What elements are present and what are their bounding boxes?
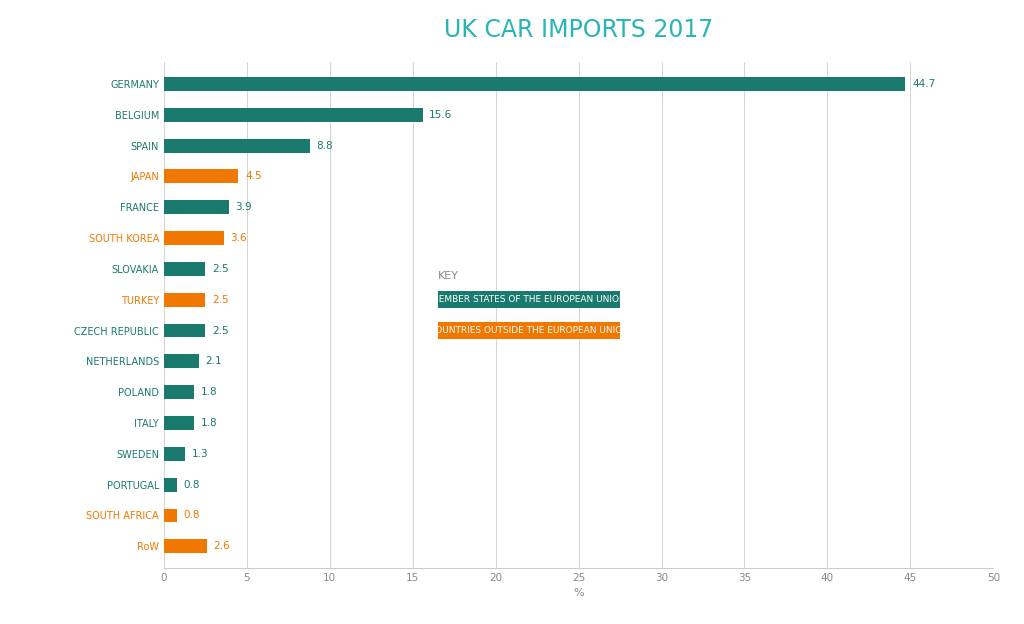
Text: MEMBER STATES OF THE EUROPEAN UNION: MEMBER STATES OF THE EUROPEAN UNION [431,295,626,305]
Text: KEY: KEY [437,271,459,281]
Bar [164,200,228,214]
Bar [164,478,177,492]
Text: 3.9: 3.9 [236,202,252,212]
Bar [164,108,423,122]
Bar [164,509,177,522]
Bar [164,231,223,245]
Text: 15.6: 15.6 [429,110,453,120]
Bar [164,77,905,91]
X-axis label: %: % [573,588,584,598]
Bar [164,385,194,399]
Text: 1.3: 1.3 [193,449,209,459]
Text: 44.7: 44.7 [912,79,935,89]
Text: 2.5: 2.5 [212,264,228,274]
Text: 2.5: 2.5 [212,295,228,305]
Text: 1.8: 1.8 [201,387,217,397]
Bar [164,262,205,276]
Text: 2.5: 2.5 [212,326,228,336]
Bar [164,447,185,461]
Text: 4.5: 4.5 [245,172,262,182]
Text: 3.6: 3.6 [230,233,247,243]
Bar [164,539,207,553]
Text: 2.1: 2.1 [205,356,222,366]
Bar [437,291,621,308]
Bar [437,322,621,339]
Text: COUNTRIES OUTSIDE THE EUROPEAN UNION: COUNTRIES OUTSIDE THE EUROPEAN UNION [429,326,629,335]
Text: 8.8: 8.8 [316,140,333,150]
Bar [164,354,199,368]
Title: UK CAR IMPORTS 2017: UK CAR IMPORTS 2017 [444,18,713,42]
Text: 0.8: 0.8 [183,480,201,490]
Text: 1.8: 1.8 [201,418,217,428]
Bar [164,416,194,430]
Bar [164,324,205,338]
Text: 2.6: 2.6 [214,541,230,551]
Bar [164,139,310,152]
Bar [164,170,239,183]
Bar [164,293,205,306]
Text: 0.8: 0.8 [183,510,201,520]
